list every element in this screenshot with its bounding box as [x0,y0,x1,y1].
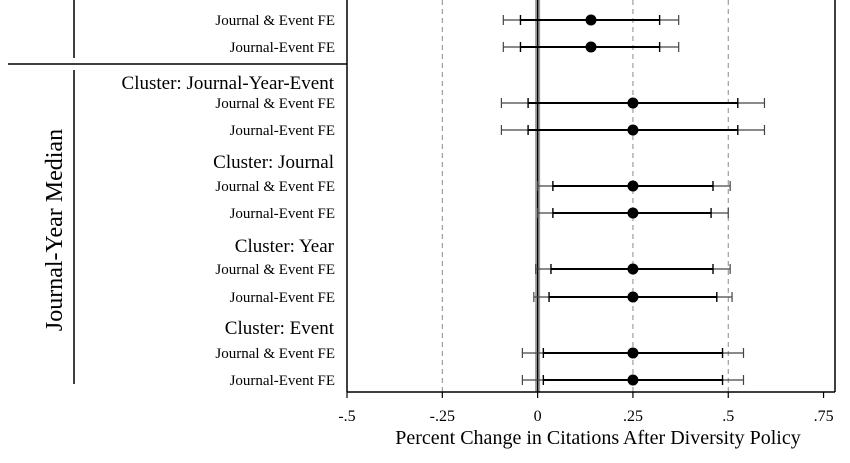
row-label: Journal & Event FE [215,96,335,112]
estimate-row [521,374,745,386]
point-estimate [627,291,639,303]
x-tick-label: .5 [722,408,734,425]
point-estimate [627,207,639,219]
row-label: Journal & Event FE [215,13,335,29]
marks-layer [500,14,766,386]
point-estimate [627,374,639,386]
point-estimate [627,124,639,136]
row-label: Journal & Event FE [215,346,335,362]
cluster-label: Cluster: Journal-Year-Event [122,73,335,94]
estimate-row [533,291,733,303]
row-label: Journal-Event FE [230,206,335,222]
point-estimate [585,41,597,53]
x-axis-title: Percent Change in Citations After Divers… [395,427,801,449]
cluster-label: Cluster: Event [225,0,335,5]
estimate-row [500,97,766,109]
x-tick-label: -.5 [338,408,355,425]
row-label: Journal-Event FE [230,290,335,306]
cluster-label: Cluster: Journal [213,152,334,173]
x-tick-label: .75 [814,408,834,425]
point-estimate [627,263,639,275]
point-estimate [627,180,639,192]
plot-frame [346,0,836,393]
row-labels: Journal-Year Median Cluster: Event Journal… [8,0,347,389]
estimate-row [537,180,731,192]
x-axis: Percent Change in Citations After Divers… [338,392,834,449]
group-label: Journal-Year Median [42,129,68,331]
x-tick-label: -.25 [430,408,455,425]
estimate-row [535,263,731,275]
estimate-row [502,14,680,26]
point-estimate [585,14,597,26]
row-label: Journal & Event FE [215,262,335,278]
estimate-row [521,347,745,359]
row-label: Journal-Event FE [230,123,335,139]
grid-layer [441,0,729,392]
estimate-row [500,124,766,136]
estimate-row [537,207,729,219]
point-estimate [627,347,639,359]
point-estimate [627,97,639,109]
row-label: Journal & Event FE [215,179,335,195]
cluster-label: Cluster: Event [225,318,335,339]
cluster-label: Cluster: Year [235,236,335,257]
estimate-row [502,41,680,53]
row-label: Journal-Event FE [230,40,335,56]
x-tick-label: .25 [623,408,643,425]
row-label: Journal-Event FE [230,373,335,389]
x-tick-label: 0 [534,408,542,425]
